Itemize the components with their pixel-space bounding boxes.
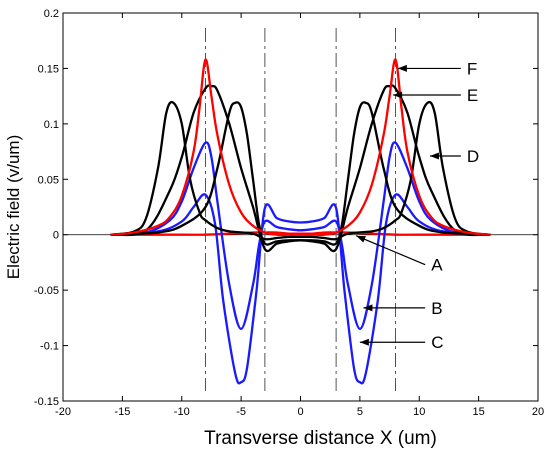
- annotations: FE D A BC: [356, 59, 479, 352]
- annotation-arrowhead-a: [356, 235, 366, 243]
- x-tick-label: 0: [297, 406, 303, 418]
- y-tick-label: -0.05: [34, 285, 59, 297]
- y-tick-label: -0.1: [40, 341, 59, 353]
- annotation-label-c: C: [431, 333, 443, 352]
- x-tick-label: 5: [357, 406, 363, 418]
- annotation-label-b: B: [431, 299, 442, 318]
- annotation-label-a: A: [431, 256, 443, 275]
- y-tick-label: 0.15: [38, 63, 59, 75]
- y-tick-label: 0.2: [44, 8, 59, 20]
- reference-lines: [205, 28, 396, 391]
- annotation-label-d: D: [467, 147, 479, 166]
- annotation-arrowhead-e: [393, 91, 403, 99]
- x-tick-label: -5: [236, 406, 246, 418]
- axis-ticks: -20 -15 -10 -5 0 5 10 15 20 -0.15 -0.1 -0.05 0 0.05 0.…: [34, 8, 544, 418]
- y-tick-label: -0.15: [34, 396, 59, 408]
- annotation-arrowhead-c: [359, 338, 369, 346]
- x-axis-title: Transverse distance X (um): [204, 428, 437, 449]
- series-line-f: [110, 58, 491, 237]
- x-tick-label: -20: [55, 406, 71, 418]
- annotation-arrowhead-d: [429, 152, 439, 160]
- x-tick-label: -10: [174, 406, 190, 418]
- annotation-arrowhead-f: [397, 64, 407, 72]
- annotation-arrowhead-b: [363, 304, 373, 312]
- annotation-arrow-a: [356, 235, 426, 266]
- series-line-unlabeled-5: [110, 101, 491, 246]
- y-axis-title: Electric field (v/um): [4, 135, 23, 280]
- x-tick-label: -15: [114, 406, 130, 418]
- series-line-c: [110, 193, 491, 385]
- series-line-b: [110, 141, 491, 331]
- y-tick-label: 0: [53, 230, 59, 242]
- y-tick-label: 0.05: [38, 174, 59, 186]
- x-tick-label: 10: [413, 406, 425, 418]
- annotation-label-f: F: [467, 59, 477, 78]
- x-tick-label: 20: [532, 406, 544, 418]
- series-line-d: [110, 100, 491, 241]
- y-tick-label: 0.1: [44, 119, 59, 131]
- x-tick-label: 15: [473, 406, 485, 418]
- annotation-label-e: E: [467, 86, 478, 105]
